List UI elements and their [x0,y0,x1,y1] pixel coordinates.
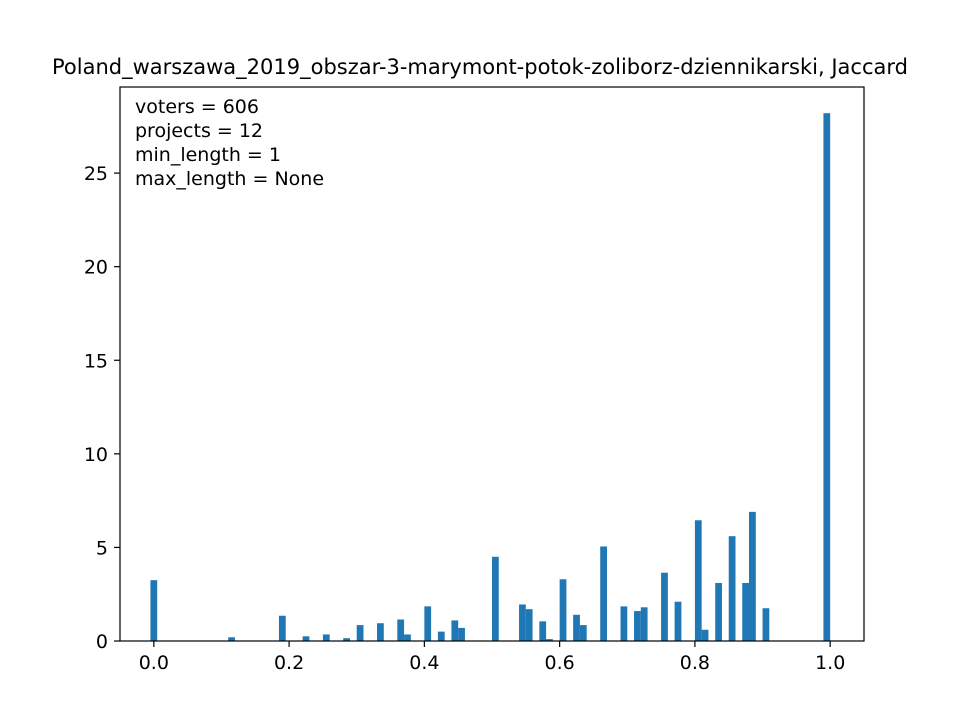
histogram-bar [640,607,648,641]
histogram-bar [343,638,350,641]
y-tick-label: 10 [84,444,108,466]
histogram-bar [546,639,553,641]
histogram-bar [728,536,736,641]
histogram-bar [762,608,770,641]
y-tick-label: 20 [84,257,108,279]
histogram-bar [579,625,587,641]
histogram-bar [620,606,628,642]
histogram-bar [674,601,682,641]
histogram-bar [539,621,547,641]
histogram-bar [715,582,722,641]
histogram-bar [397,619,405,641]
annotation-line: min_length = 1 [135,144,281,166]
histogram-bar [451,620,459,641]
bars-group [150,113,831,642]
histogram-bar [749,511,756,641]
histogram-bar [322,634,330,641]
histogram-bar [661,572,668,641]
histogram-bar [634,611,641,641]
x-tick-label: 0.4 [409,652,439,674]
histogram-bar [302,636,310,641]
annotation-line: projects = 12 [135,120,263,142]
chart-title: Poland_warszawa_2019_obszar-3-marymont-p… [52,55,908,80]
histogram-bar [458,627,465,641]
histogram-bar [437,631,445,641]
x-tick-label: 0.2 [274,652,304,674]
y-tick-label: 0 [96,631,108,653]
y-axis: 0 5 10 15 20 25 [84,163,120,653]
annotation-line: voters = 606 [135,96,259,118]
histogram-bar [742,582,750,641]
histogram-bar [573,614,580,641]
histogram-bar [701,629,709,641]
y-tick-label: 5 [96,537,108,559]
histogram-bar [150,580,158,641]
histogram-bar [424,606,432,642]
y-tick-label: 15 [84,350,108,372]
x-axis: 0.0 0.2 0.4 0.6 0.8 1.0 [139,641,845,674]
histogram-bar [823,113,831,641]
histogram-bar [694,520,702,641]
histogram-bar [600,546,607,641]
y-tick-label: 25 [84,163,108,185]
annotation-line: max_length = None [135,168,324,190]
histogram-bar [492,556,499,641]
histogram-bar [525,609,533,641]
histogram-bar [356,625,364,641]
histogram-bar [377,623,384,641]
x-tick-label: 1.0 [815,652,845,674]
histogram-bar [278,615,286,641]
x-tick-label: 0.8 [680,652,710,674]
plot-frame [119,86,865,642]
histogram-bar [519,604,526,641]
histogram-bar [559,579,567,641]
x-tick-label: 0.0 [139,652,169,674]
histogram-bar [228,637,235,641]
histogram-bar [404,634,411,641]
x-tick-label: 0.6 [545,652,575,674]
